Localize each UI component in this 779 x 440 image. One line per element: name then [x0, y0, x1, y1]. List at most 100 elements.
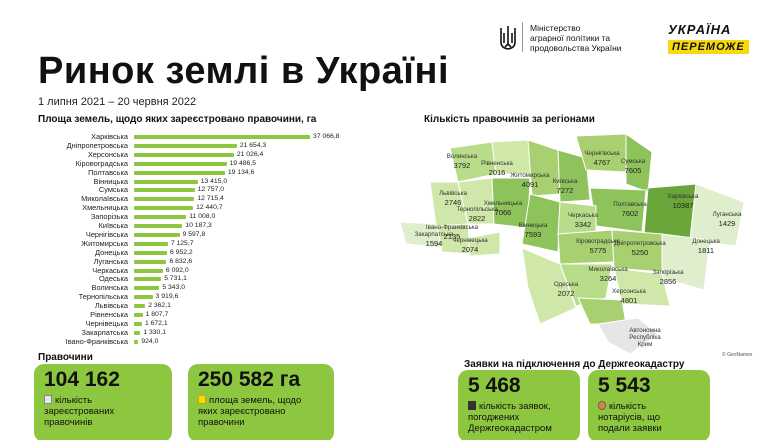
bar-label: Волинська: [91, 283, 128, 293]
map-region-name: Полтавська: [613, 201, 647, 208]
bar-label: Івано-Франківська: [65, 336, 128, 346]
bar-value-label: 19 486,5: [229, 159, 256, 167]
bar-value-label: 11 008,0: [189, 213, 216, 221]
cadastre-section-title: Заявки на підключення до Держгеокадастру: [464, 359, 685, 370]
map-region-name: Івано-Франківська: [425, 224, 479, 231]
map-region-name: Сумська: [620, 158, 646, 165]
card-number: 5 468: [468, 374, 521, 397]
map-region-name: Волинська: [446, 153, 478, 160]
map-region-value: 4767: [593, 158, 611, 167]
bar-value-label: 6 952,2: [170, 248, 193, 256]
card-description: кількість заявок, погоджених Держгеокада…: [468, 401, 552, 434]
map-region-value: 2822: [468, 214, 486, 223]
card-applications: 5 468 кількість заявок, погоджених Держг…: [458, 370, 580, 440]
bar-label: Житомирська: [81, 238, 128, 248]
bar-label: Полтавська: [88, 167, 128, 177]
map-region-value: 2072: [557, 289, 575, 298]
map-region-name: Вінницька: [518, 222, 548, 229]
crimea-label: Крим: [637, 341, 653, 348]
map-region-value: 7605: [624, 166, 642, 175]
map-region-name: Запорізька: [652, 269, 684, 276]
map-region-name: Чернівецька: [452, 237, 488, 244]
card-number: 250 582 га: [198, 368, 301, 391]
bar: [134, 295, 153, 300]
bar-value-label: 12 757,0: [197, 186, 225, 194]
map-region-mykolaiv: [559, 263, 613, 307]
bar: [134, 304, 146, 309]
map-region-luhansk: [689, 183, 745, 247]
map-region-value: 2074: [461, 245, 479, 254]
bar-label: Херсонська: [87, 149, 128, 159]
bar-value-label: 5 731,1: [164, 275, 187, 283]
map-region-name: Закарпатська: [414, 231, 454, 238]
map-region-name: Харківська: [667, 193, 699, 200]
map-region-zakarpattia: [400, 221, 443, 249]
map-region-name: Рівненська: [481, 160, 513, 167]
map-region-value: 2135: [443, 232, 461, 241]
bar-label: Вінницька: [93, 176, 128, 186]
page-title: Ринок землі в Україні: [38, 50, 450, 92]
map-region-name: Одеська: [553, 281, 579, 288]
map-region-value: 2746: [444, 198, 462, 207]
bar-value-label: 13 415,0: [200, 177, 228, 185]
computer-icon: [468, 401, 476, 410]
bar-value-label: 37 066,8: [313, 133, 340, 140]
wheat-icon: [198, 395, 206, 404]
bar-label: Донецька: [95, 247, 128, 257]
map-region-name: Миколаївська: [588, 266, 628, 273]
card-deals-count: 104 162 кількість зареєстрованих правочи…: [34, 364, 172, 440]
bar: [134, 241, 168, 246]
bar-label: Хмельницька: [82, 203, 128, 213]
bar-value-label: 21 026,4: [236, 150, 264, 158]
bar: [134, 135, 310, 139]
bar-value-label: 7 125,7: [170, 239, 194, 247]
header-divider: [522, 22, 523, 52]
bar-label: Миколаївська: [81, 194, 128, 204]
bar: [134, 313, 143, 317]
bar-value-label: 19 134,6: [227, 168, 255, 176]
map-region-name: Дніпропетровська: [614, 240, 666, 247]
map-region-name: Херсонська: [612, 288, 646, 295]
map-region-value: 7066: [494, 208, 512, 217]
bar-label: Харківська: [91, 132, 128, 141]
bar-label: Запорізька: [90, 212, 128, 222]
card-description: кількість нотаріусів, що подали заявки: [598, 401, 662, 434]
map-region-kyiv: [557, 149, 591, 203]
bar-label: Сумська: [98, 185, 128, 195]
bar-value-label: 6 092,0: [165, 266, 189, 274]
bar: [134, 206, 194, 211]
bar-label: Рівненська: [90, 310, 128, 319]
bar: [134, 215, 187, 220]
card-description: кількість зареєстрованих правочинів: [44, 395, 115, 428]
map-region-value: 2856: [659, 277, 677, 286]
bar-label: Чернівецька: [85, 318, 128, 328]
bar: [134, 197, 195, 202]
bar-value-label: 3 919,6: [155, 293, 179, 301]
bar-value-label: 1 672,1: [144, 319, 168, 327]
bar-value-label: 21 654,3: [239, 141, 267, 149]
bar: [134, 224, 183, 228]
map-region-kherson: [577, 297, 627, 325]
document-icon: [44, 395, 52, 404]
bar-value-label: 2 362,1: [148, 302, 171, 310]
crimea-label: Автономна: [629, 327, 661, 334]
map-region-value: 7272: [556, 186, 574, 195]
bar-value-label: 5 343,0: [162, 284, 186, 292]
bar: [134, 321, 142, 326]
bar-label: Кіровоградська: [75, 158, 128, 168]
bar-value-label: 1 330,1: [143, 328, 166, 336]
map-region-name: Київська: [552, 178, 578, 185]
bar: [134, 152, 234, 157]
map-region-value: 3264: [599, 274, 617, 283]
card-description: площа земель, щодо яких зареєстровано пр…: [198, 395, 302, 428]
bar-label: Дніпропетровська: [66, 140, 128, 150]
map-region-odesa: [521, 247, 577, 325]
map-region-value: 10387: [672, 201, 694, 210]
map-region-name: Житомирська: [510, 172, 550, 179]
bar: [134, 179, 198, 184]
bar-label: Чернігівська: [85, 229, 128, 239]
map-region-value: 5775: [589, 246, 607, 255]
card-notaries: 5 543 кількість нотаріусів, що подали за…: [588, 370, 710, 440]
bar: [134, 277, 162, 282]
card-number: 5 543: [598, 374, 651, 397]
